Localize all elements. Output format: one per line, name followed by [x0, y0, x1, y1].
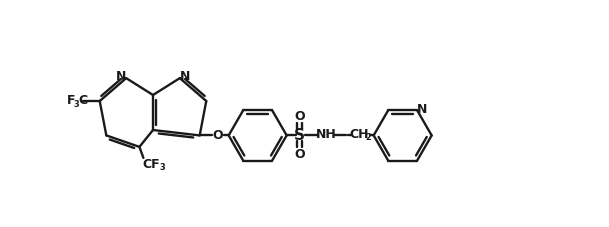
Text: 2: 2	[366, 133, 371, 142]
Text: CF: CF	[143, 158, 160, 171]
Text: CH: CH	[349, 128, 368, 141]
Text: 3: 3	[74, 100, 80, 109]
Text: N: N	[180, 70, 190, 83]
Text: S: S	[294, 128, 305, 143]
Text: 3: 3	[160, 163, 165, 172]
Text: N: N	[116, 70, 126, 83]
Text: O: O	[294, 148, 305, 161]
Text: O: O	[294, 110, 305, 123]
Text: O: O	[213, 129, 223, 142]
Text: NH: NH	[316, 128, 337, 141]
Text: C: C	[78, 94, 87, 106]
Text: N: N	[417, 103, 428, 116]
Text: F: F	[66, 94, 75, 106]
